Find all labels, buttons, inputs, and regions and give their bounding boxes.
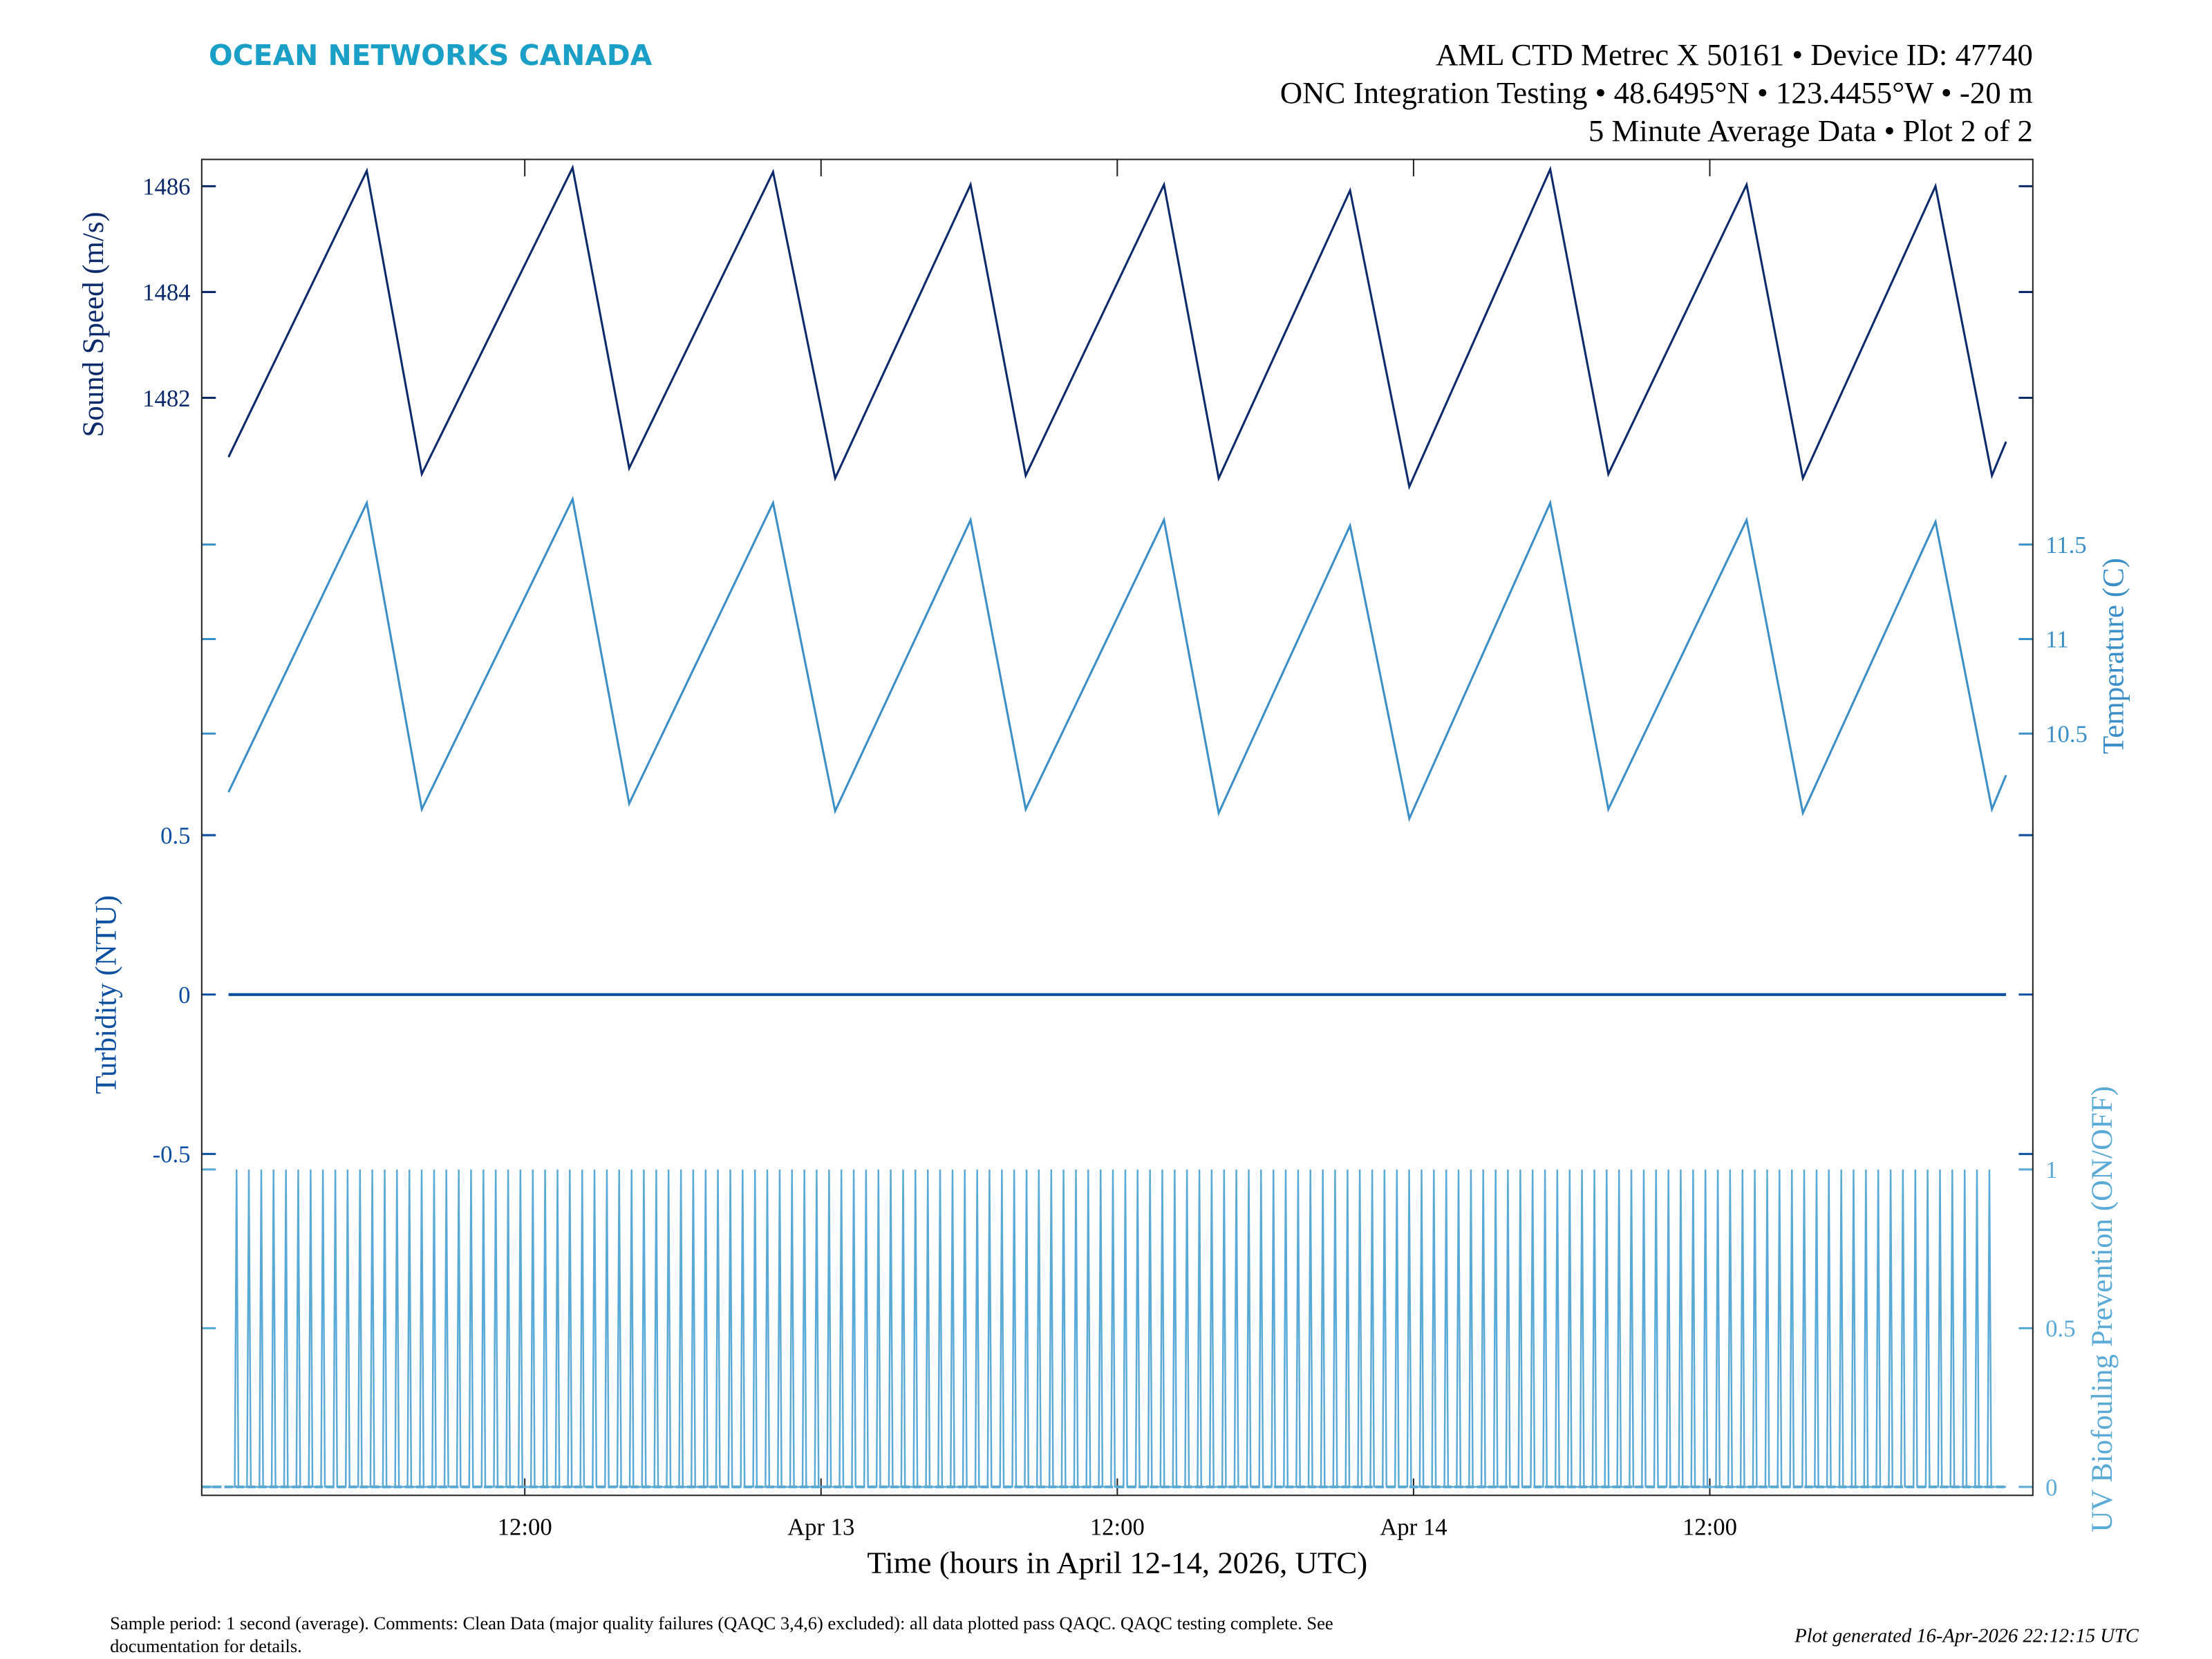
uv-biofouling-axis-label: UV Biofouling Prevention (ON/OFF) [2086,1086,2119,1532]
sound-speed-series-line [227,164,2007,491]
temperature-axis-label: Temperature (C) [2097,558,2130,754]
sound-speed-axis-label: Sound Speed (m/s) [77,212,110,437]
ocean-networks-canada-logo: OCEAN NETWORKS CANADA [209,39,653,72]
turbidity-axis-label: Turbidity (NTU) [90,895,122,1094]
sound-speed-y-tick-label: 1486 [142,174,190,200]
sound-speed-y-tick-label: 1482 [142,385,190,412]
temperature-y-tick-label: 11 [2045,626,2068,653]
axes-box [200,158,2034,1497]
title-device: AML CTD Metrec X 50161 • Device ID: 4774… [1436,37,2033,72]
x-axis-label: Time (hours in April 12-14, 2026, UTC) [867,1546,1367,1580]
temperature-y-tick-label: 11.5 [2045,532,2086,559]
plot-generated-timestamp: Plot generated 16-Apr-2026 22:12:15 UTC [1794,1626,2139,1647]
uv-biofouling-y-tick-label: 0 [2045,1474,2057,1501]
turbidity-y-tick-label: -0.5 [153,1141,191,1168]
x-tick-label: 12:00 [498,1513,552,1540]
title-location: ONC Integration Testing • 48.6495°N • 12… [1280,75,2033,110]
x-tick-label: 12:00 [1090,1513,1145,1540]
uv-biofouling-y-tick-label: 0.5 [2045,1315,2075,1342]
footer-comment-line1: Sample period: 1 second (average). Comme… [110,1613,1333,1633]
turbidity-y-tick-label: 0 [178,982,190,1009]
sound-speed-y-tick-label: 1484 [142,279,190,306]
footer-comment-line2: documentation for details. [110,1635,302,1656]
temperature-series-line [227,496,2007,823]
x-tick-label: 12:00 [1683,1513,1737,1540]
uv-biofouling-y-tick-label: 1 [2045,1156,2057,1183]
turbidity-y-tick-label: 0.5 [160,822,190,849]
x-tick-label: Apr 14 [1380,1513,1447,1540]
temperature-y-tick-label: 10.5 [2045,720,2088,747]
x-tick-label: Apr 13 [787,1513,854,1540]
title-plot-info: 5 Minute Average Data • Plot 2 of 2 [1588,113,2033,148]
plot-area: 12:00 Apr 13 12:00 Apr 14 12:00 1482 1484 1486 S… [77,159,2130,1540]
uv-biofouling-series-line [228,1169,2007,1488]
